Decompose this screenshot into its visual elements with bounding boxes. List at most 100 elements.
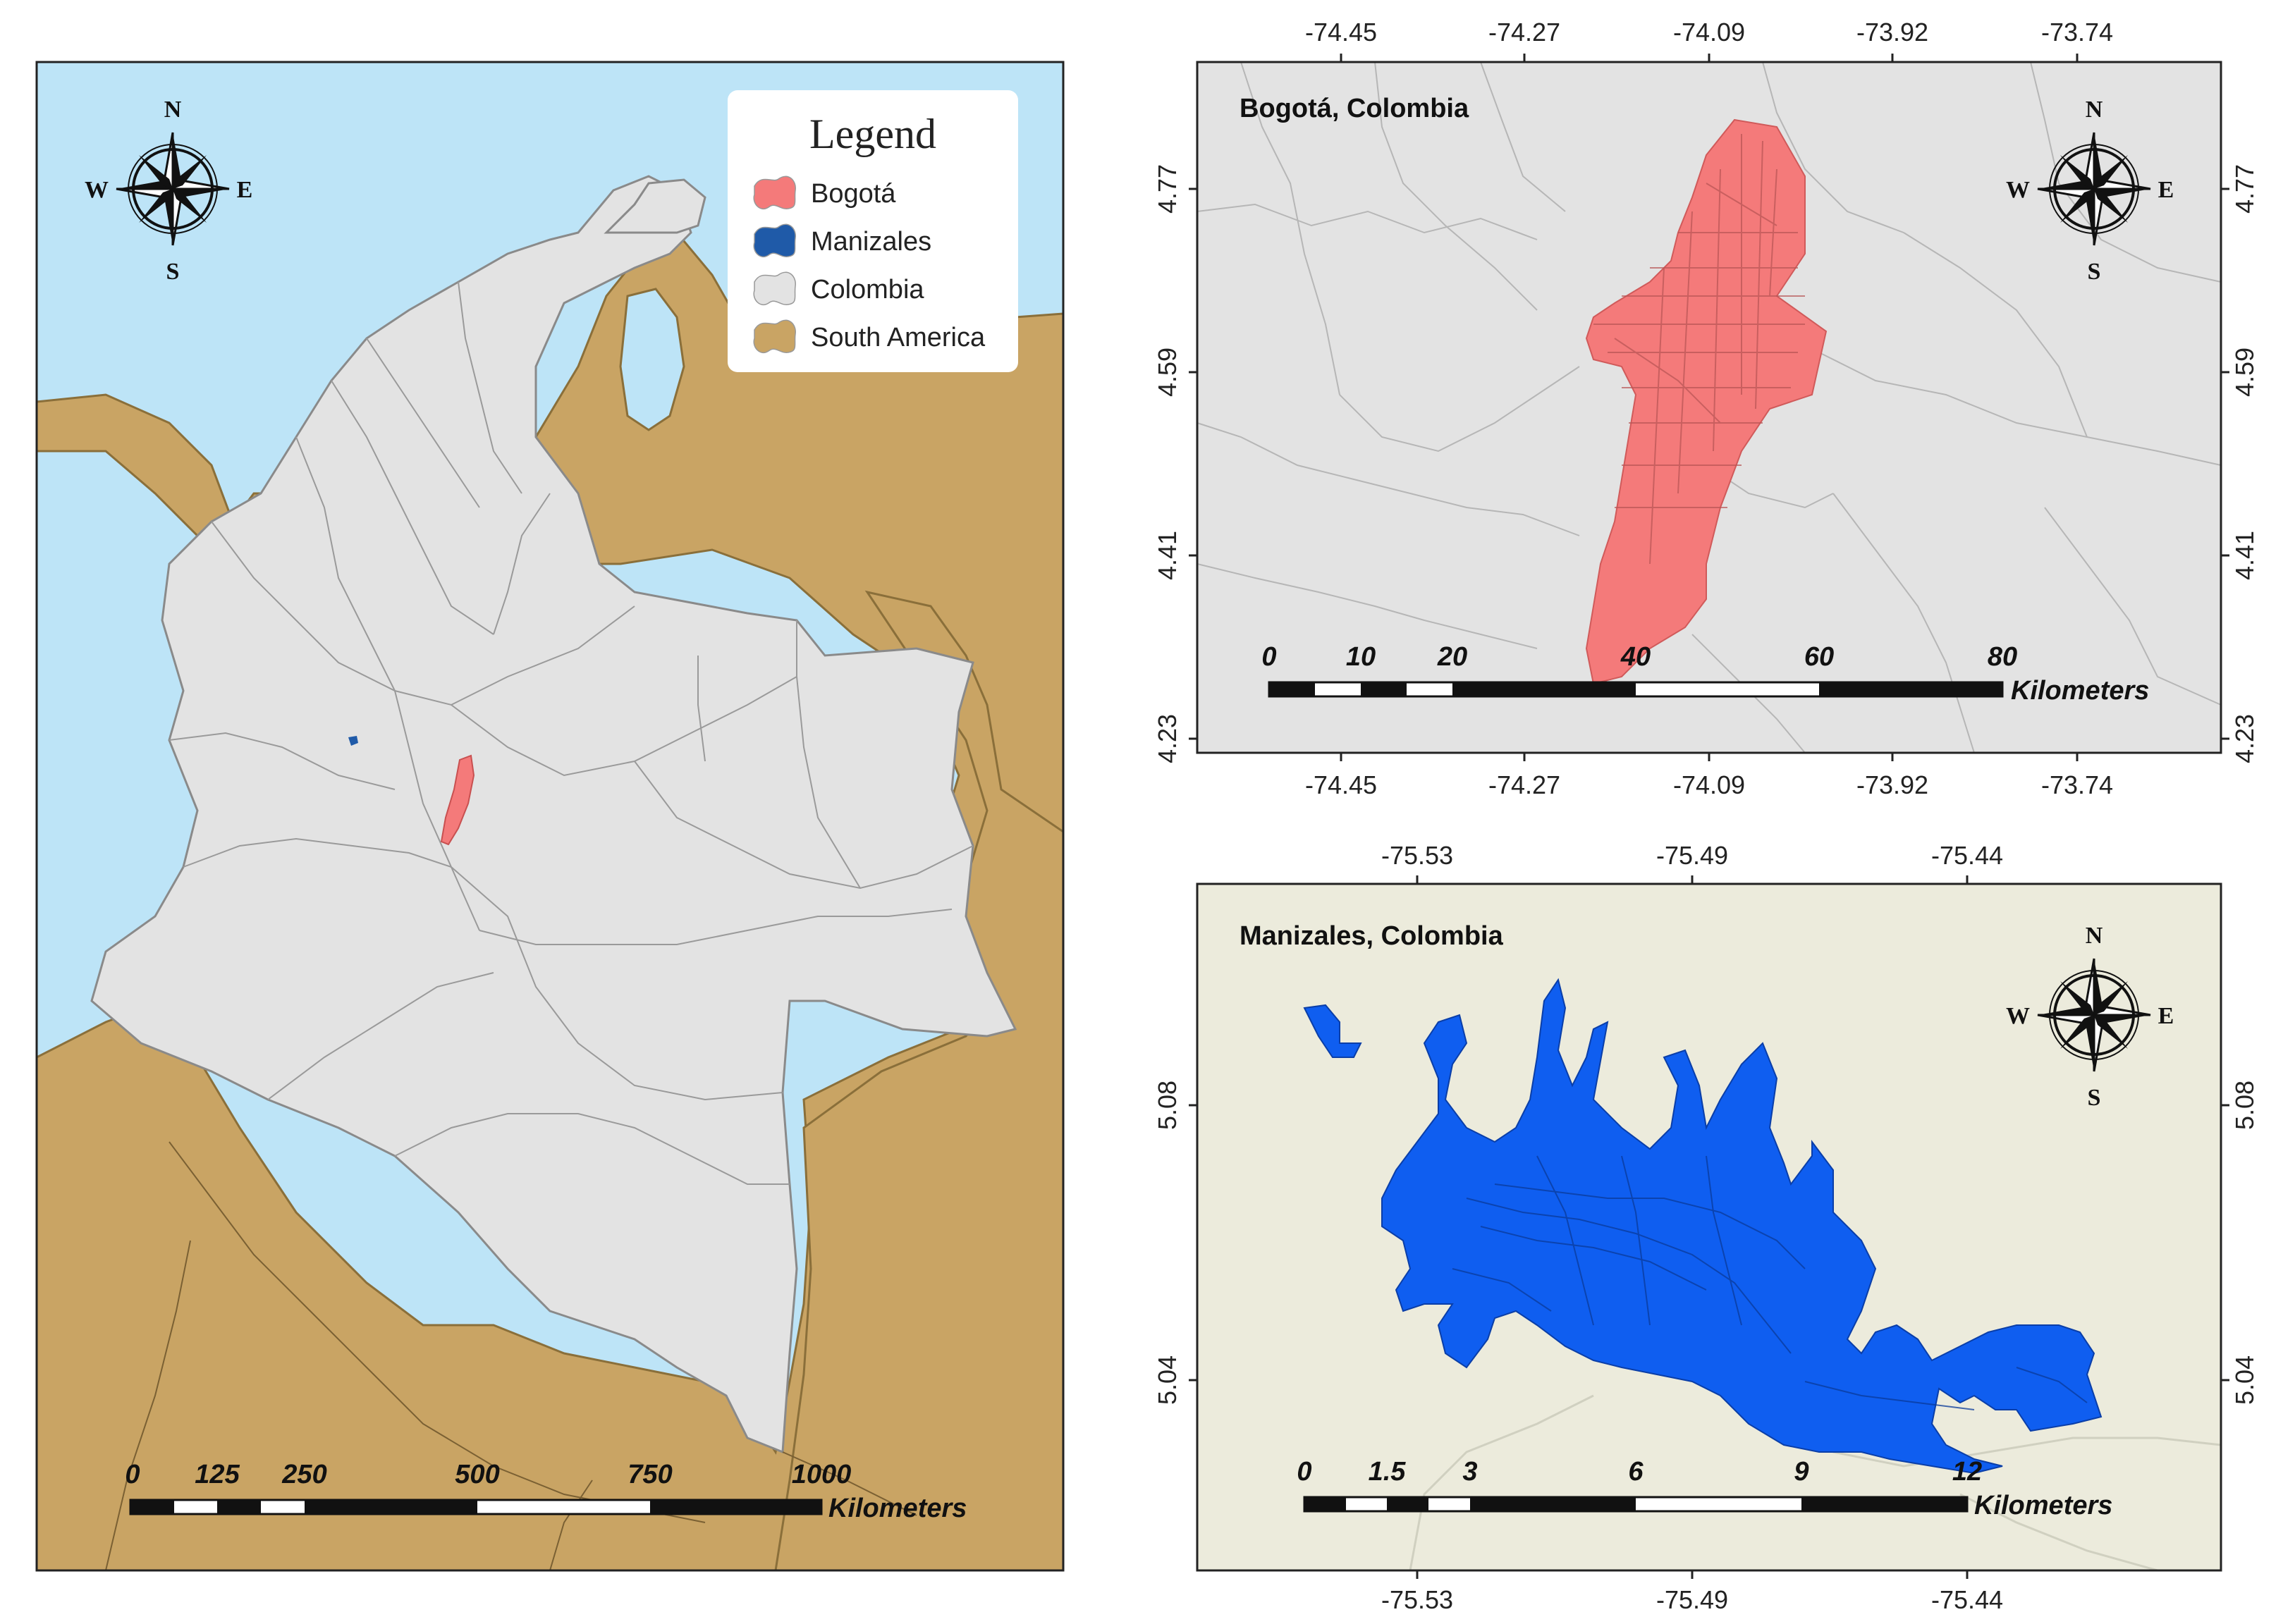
compass-n-label: N bbox=[2086, 923, 2103, 949]
lat-tick-label: 4.23 bbox=[1153, 714, 1182, 763]
scalebar-unit: Kilometers bbox=[828, 1494, 967, 1523]
scalebar-label: 250 bbox=[281, 1460, 326, 1489]
lon-tick-label: -74.45 bbox=[1305, 18, 1377, 47]
bogota-lon-ticks-top: -74.45 -74.27 -74.09 -73.92 -73.74 bbox=[1305, 18, 2113, 62]
scalebar-label: 750 bbox=[628, 1460, 672, 1489]
lat-tick-label: 5.08 bbox=[2230, 1081, 2259, 1130]
department-boundaries bbox=[169, 281, 974, 1185]
manizales-scalebar: 0 1.5 3 6 9 12 Kilometers bbox=[1297, 1457, 2112, 1520]
lat-tick-label: 4.23 bbox=[2230, 714, 2259, 763]
manizales-map-title: Manizales, Colombia bbox=[1240, 921, 1504, 951]
compass-rose-colombia: N S E W bbox=[85, 97, 252, 285]
manizales-urban-shape bbox=[1381, 978, 2103, 1475]
colombia-map-frame bbox=[35, 61, 1065, 1572]
lon-tick-label: -74.45 bbox=[1305, 770, 1377, 799]
compass-e-label: E bbox=[2158, 1003, 2174, 1029]
lat-tick-label: 4.41 bbox=[1153, 531, 1182, 580]
lon-tick-label: -73.92 bbox=[1856, 18, 1928, 47]
legend-swatch bbox=[753, 271, 796, 305]
compass-n-label: N bbox=[164, 97, 182, 123]
bogota-marker bbox=[440, 754, 475, 846]
bogota-scalebar: 0 10 20 40 60 80 Kilometers bbox=[1261, 642, 2149, 706]
lat-tick-label: 4.77 bbox=[2230, 164, 2259, 214]
lat-tick-label: 4.59 bbox=[1153, 347, 1182, 397]
lon-tick-label: -75.49 bbox=[1656, 841, 1728, 870]
manizales-map-panel: Manizales, Colombia -75.53 -75.49 -75.44… bbox=[1153, 841, 2259, 1614]
scalebar-label: 40 bbox=[1620, 642, 1651, 672]
bogota-map-panel: Bogotá, Colombia -74.45 -74.27 -74.09 -7… bbox=[1153, 18, 2259, 799]
manizales-lon-ticks-top: -75.53 -75.49 -75.44 bbox=[1381, 841, 2003, 884]
scalebar-label: 60 bbox=[1804, 642, 1834, 672]
lon-tick-label: -73.74 bbox=[2041, 18, 2113, 47]
compass-rose-manizales: N S E W bbox=[2006, 923, 2174, 1111]
lat-tick-label: 5.04 bbox=[1153, 1355, 1182, 1405]
lon-tick-label: -75.53 bbox=[1381, 1585, 1453, 1614]
lon-tick-label: -74.09 bbox=[1673, 18, 1745, 47]
compass-w-label: W bbox=[85, 177, 109, 203]
compass-rose-bogota: N S E W bbox=[2006, 97, 2174, 285]
compass-e-label: E bbox=[2158, 177, 2174, 203]
lon-tick-label: -75.53 bbox=[1381, 841, 1453, 870]
manizales-lat-ticks-left: 5.08 5.04 bbox=[1153, 1081, 1197, 1405]
legend: Legend Bogotá Manizales Colombia South Amer… bbox=[728, 90, 1018, 372]
scalebar-label: 9 bbox=[1794, 1457, 1809, 1487]
legend-swatch bbox=[753, 176, 796, 209]
scalebar-unit: Kilometers bbox=[2011, 676, 2149, 706]
scalebar-label: 500 bbox=[455, 1460, 499, 1489]
compass-n-label: N bbox=[2086, 97, 2103, 123]
scalebar-label: 1000 bbox=[792, 1460, 852, 1489]
manizales-lon-ticks-bottom: -75.53 -75.49 -75.44 bbox=[1381, 1570, 2003, 1614]
scalebar-label: 0 bbox=[1261, 642, 1276, 672]
legend-box bbox=[728, 90, 1018, 372]
lon-tick-label: -75.44 bbox=[1931, 1585, 2003, 1614]
guajira-peninsula bbox=[604, 178, 706, 234]
scalebar-unit: Kilometers bbox=[1974, 1491, 2112, 1520]
lat-tick-label: 4.77 bbox=[1153, 164, 1182, 214]
scalebar-label: 3 bbox=[1462, 1457, 1477, 1487]
legend-swatch bbox=[753, 319, 796, 353]
lon-tick-label: -73.74 bbox=[2041, 770, 2113, 799]
scalebar-label: 20 bbox=[1437, 642, 1467, 672]
bogota-map-title: Bogotá, Colombia bbox=[1240, 94, 1469, 123]
scalebar-label: 0 bbox=[125, 1460, 140, 1489]
lat-tick-label: 5.08 bbox=[1153, 1081, 1182, 1130]
legend-title: Legend bbox=[809, 111, 936, 157]
compass-w-label: W bbox=[2006, 1003, 2030, 1029]
compass-s-label: S bbox=[2088, 259, 2101, 285]
manizales-outlier-shape bbox=[1303, 1004, 1362, 1058]
bogota-street-grid bbox=[1593, 134, 1805, 565]
scalebar-label: 0 bbox=[1297, 1457, 1311, 1487]
manizales-street-grid bbox=[1452, 1155, 2088, 1410]
compass-s-label: S bbox=[2088, 1085, 2101, 1111]
scalebar-label: 6 bbox=[1628, 1457, 1644, 1487]
manizales-marker bbox=[348, 736, 358, 746]
lon-tick-label: -74.27 bbox=[1488, 18, 1560, 47]
bogota-district-shape bbox=[1585, 118, 1828, 685]
scalebar-label: 80 bbox=[1988, 642, 2017, 672]
manizales-map-frame bbox=[1196, 882, 2222, 1572]
colombia-scalebar: 0 125 250 500 750 1000 Kilometers bbox=[125, 1460, 967, 1523]
bogota-lat-ticks-right: 4.77 4.59 4.41 4.23 bbox=[2221, 164, 2259, 763]
manizales-lat-ticks-right: 5.08 5.04 bbox=[2221, 1081, 2259, 1405]
bogota-lon-ticks-bottom: -74.45 -74.27 -74.09 -73.92 -73.74 bbox=[1305, 753, 2113, 799]
lon-tick-label: -73.92 bbox=[1856, 770, 1928, 799]
bogota-lat-ticks-left: 4.77 4.59 4.41 4.23 bbox=[1153, 164, 1197, 763]
legend-swatch bbox=[753, 223, 796, 257]
lat-tick-label: 5.04 bbox=[2230, 1355, 2259, 1405]
lon-tick-label: -74.27 bbox=[1488, 770, 1560, 799]
scalebar-label: 1.5 bbox=[1369, 1457, 1407, 1487]
lat-tick-label: 4.59 bbox=[2230, 347, 2259, 397]
scalebar-label: 125 bbox=[195, 1460, 240, 1489]
colombia-land bbox=[90, 175, 1017, 1454]
south-america-land bbox=[35, 231, 1065, 1572]
maracaibo-lake bbox=[619, 288, 685, 431]
legend-item-label: Bogotá bbox=[811, 179, 896, 209]
compass-s-label: S bbox=[166, 259, 180, 285]
compass-e-label: E bbox=[237, 177, 253, 203]
scalebar-label: 10 bbox=[1346, 642, 1376, 672]
lon-tick-label: -74.09 bbox=[1673, 770, 1745, 799]
compass-w-label: W bbox=[2006, 177, 2030, 203]
lon-tick-label: -75.49 bbox=[1656, 1585, 1728, 1614]
legend-item-label: South America bbox=[811, 323, 986, 352]
colombia-map-panel: N S E W Legend Bogotá Manizales Colombia So… bbox=[35, 61, 1065, 1572]
